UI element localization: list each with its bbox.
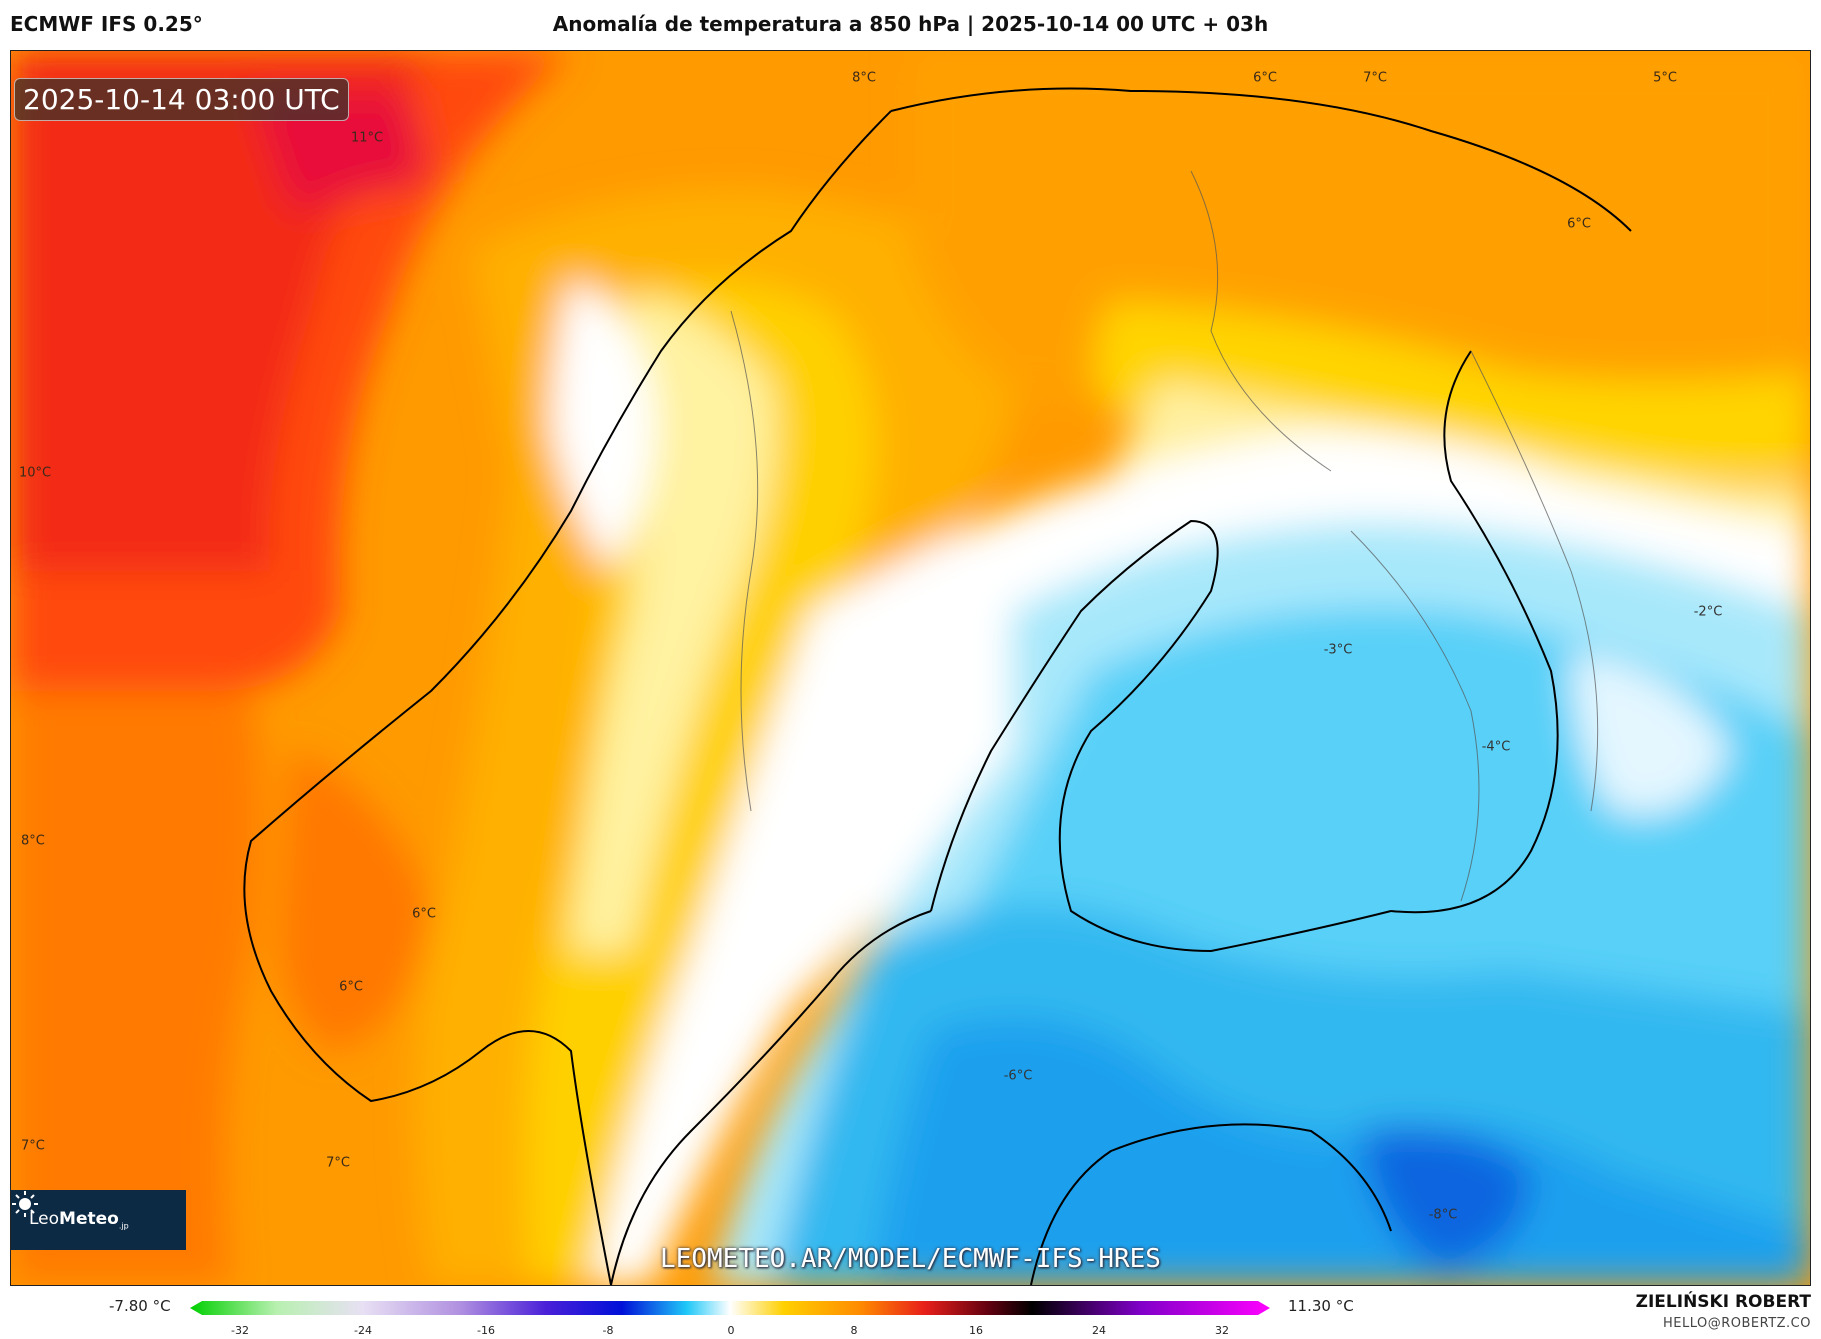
isotherm-label: 11°C [350,130,384,146]
footer: -7.80 °C -32 -24 -16 - [0,1284,1821,1339]
isotherm-label: 6°C [1567,216,1591,232]
colorbar-max-label: 11.30 °C [1288,1297,1354,1315]
isotherm-label: 7°C [21,1138,45,1154]
isotherm-label: 10°C [19,465,52,481]
isotherm-label: 5°C [1653,70,1677,86]
isotherm-label: -3°C [1323,642,1353,658]
colorbar-min-label: -7.80 °C [109,1297,171,1315]
map-panel: 2025-10-14 03:00 UTC 8°C 11°C 6°C 7°C 5°… [10,50,1811,1286]
isotherm-label: 7°C [326,1155,350,1171]
colorbar-tick: -32 [231,1324,249,1337]
temperature-anomaly-field [11,51,1810,1285]
map-title: Anomalía de temperatura a 850 hPa | 2025… [552,12,1269,36]
isotherm-label: -6°C [1003,1068,1033,1084]
isotherm-label: 6°C [1253,70,1277,86]
colorbar-tick: 8 [850,1324,858,1337]
colorbar-tick: -8 [602,1324,614,1337]
source-url-watermark: LEOMETEO.AR/MODEL/ECMWF-IFS-HRES [660,1244,1161,1274]
logo-text: LeoMeteo.jp [29,1209,129,1231]
isotherm-label: -8°C [1428,1207,1458,1223]
isotherm-label: 8°C [852,70,876,86]
colorbar-tick: -16 [477,1324,495,1337]
colorbar-tick: 0 [727,1324,735,1337]
isotherm-label: 6°C [339,979,363,995]
colorbar-tick: 32 [1215,1324,1229,1337]
colorbar-tick: -24 [354,1324,372,1337]
model-name: ECMWF IFS 0.25° [10,12,203,36]
isotherm-label: 7°C [1363,70,1387,86]
isotherm-label: 8°C [21,833,45,849]
author-name: ZIELIŃSKI ROBERT [1635,1292,1811,1312]
colorbar-tick: 16 [969,1324,983,1337]
isotherm-label: -4°C [1481,739,1511,755]
colorbar [190,1301,1270,1315]
leometeo-logo[interactable]: LeoMeteo.jp [11,1190,186,1250]
isotherm-label: -2°C [1693,604,1723,620]
colorbar-tick: 24 [1092,1324,1106,1337]
sun-icon [12,1191,38,1217]
isotherm-label: 6°C [412,906,436,922]
valid-time-badge: 2025-10-14 03:00 UTC [14,78,349,121]
author-email[interactable]: HELLO@ROBERTZ.CO [1662,1316,1811,1331]
